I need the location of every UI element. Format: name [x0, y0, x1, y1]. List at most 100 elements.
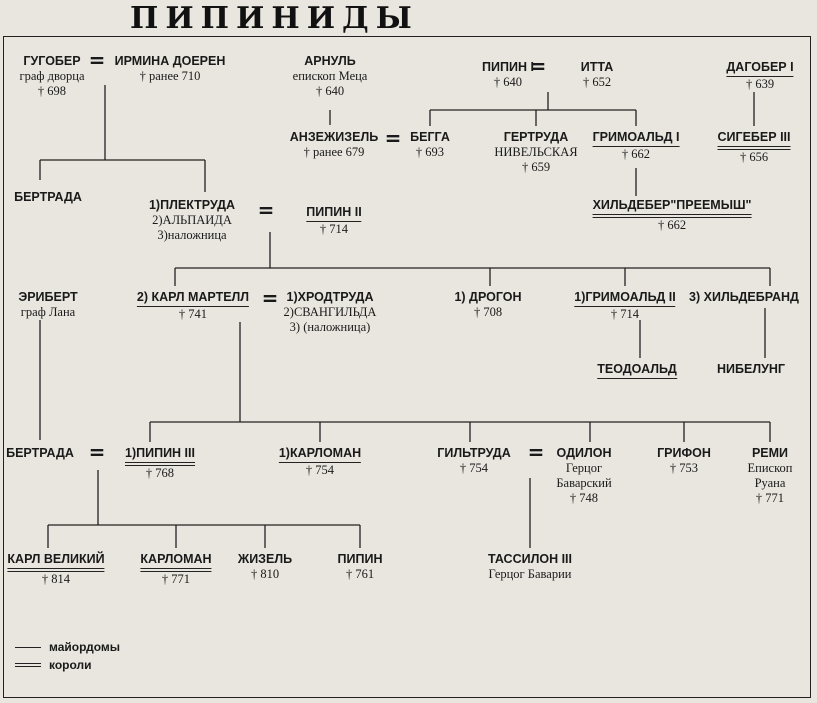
- person-detail: † 714: [319, 222, 349, 236]
- person-name: ОДИЛОН: [556, 446, 612, 460]
- person-grimoald2: 1)ГРИМОАЛЬД II † 714: [574, 290, 676, 322]
- person-detail: † 714: [610, 307, 640, 321]
- person-detail: † 640: [315, 84, 345, 98]
- person-teodoald: ТЕОДОАЛЬД: [597, 362, 677, 379]
- person-name: ПИПИН II: [306, 205, 362, 222]
- person-detail: † 652: [582, 75, 612, 89]
- marriage-sign: =: [384, 126, 402, 150]
- person-detail: 3)наложница: [157, 228, 227, 242]
- legend-double-line: [15, 663, 41, 667]
- person-pipin1: ПИПИН I † 640: [482, 60, 534, 90]
- person-sigeber3: СИГЕБЕР III † 656: [717, 130, 791, 165]
- person-name: 1)ХРОДТРУДА: [286, 290, 374, 304]
- person-remi: РЕМИ Епископ Руана † 771: [748, 446, 793, 506]
- person-bertrada2: БЕРТРАДА: [6, 446, 74, 461]
- person-detail: † 698: [37, 84, 67, 98]
- person-detail: † 662: [657, 218, 687, 232]
- person-eribert: ЭРИБЕРТ граф Лана: [18, 290, 77, 320]
- person-detail: † 708: [473, 305, 503, 319]
- person-detail: † 662: [621, 147, 651, 161]
- person-detail: † 693: [415, 145, 445, 159]
- person-detail: Епископ: [747, 461, 793, 475]
- person-name: ХИЛЬДЕБЕР"ПРЕЕМЫШ": [592, 198, 752, 218]
- person-gertruda: ГЕРТРУДА НИВЕЛЬСКАЯ † 659: [494, 130, 577, 175]
- person-name: ИРМИНА ДОЕРЕН: [114, 54, 226, 68]
- person-detail: † 814: [41, 572, 71, 586]
- person-detail: граф Лана: [20, 305, 76, 319]
- diagram-frame: [3, 36, 811, 698]
- legend-mayordomos: майордомы: [49, 640, 121, 654]
- person-name: ЭРИБЕРТ: [18, 290, 78, 304]
- person-detail: 2)СВАНГИЛЬДА: [283, 305, 377, 319]
- marriage-sign: =: [88, 440, 106, 464]
- person-name: БЕГГА: [410, 130, 450, 144]
- person-grimoald1: ГРИМОАЛЬД I † 662: [592, 130, 680, 162]
- person-name: 1)ПЛЕКТРУДА: [148, 198, 236, 212]
- person-detail: 2)АЛЬПАИДА: [152, 213, 232, 227]
- person-pipin4: ПИПИН † 761: [338, 552, 383, 582]
- person-zhizel: ЖИЗЕЛЬ † 810: [238, 552, 292, 582]
- person-giltruda: ГИЛЬТРУДА † 754: [437, 446, 510, 476]
- legend: майордомы короли: [15, 638, 120, 674]
- person-detail: Руана: [754, 476, 786, 490]
- person-detail: Герцог Баварии: [488, 567, 572, 581]
- person-detail: † 771: [755, 491, 785, 505]
- person-tassilon: ТАССИЛОН III Герцог Баварии: [488, 552, 572, 582]
- person-irmina: ИРМИНА ДОЕРЕН † ранее 710: [115, 54, 226, 84]
- person-grifon: ГРИФОН † 753: [657, 446, 711, 476]
- person-odilon: ОДИЛОН Герцог Баварский † 748: [556, 446, 611, 506]
- person-detail: 3) (наложница): [289, 320, 371, 334]
- person-detail: † 810: [250, 567, 280, 581]
- person-detail: † 768: [145, 466, 175, 480]
- person-name: ТЕОДОАЛЬД: [597, 362, 677, 379]
- person-name: КАРЛ ВЕЛИКИЙ: [7, 552, 105, 572]
- person-detail: † ранее 679: [303, 145, 365, 159]
- person-detail: † 754: [305, 463, 335, 477]
- marriage-sign: =: [257, 198, 275, 222]
- legend-single-line: [15, 646, 41, 648]
- person-name: БЕРТРАДА: [6, 446, 74, 460]
- person-name: БЕРТРАДА: [14, 190, 82, 204]
- person-name: КАРЛОМАН: [140, 552, 212, 572]
- person-karloman2: КАРЛОМАН † 771: [140, 552, 212, 587]
- person-detail: † 771: [161, 572, 191, 586]
- person-detail: НИВЕЛЬСКАЯ: [494, 145, 578, 159]
- person-name: ЖИЗЕЛЬ: [237, 552, 293, 566]
- person-name: ГРИФОН: [657, 446, 711, 460]
- person-detail: граф дворца: [19, 69, 85, 83]
- person-name: ГУГОБЕР: [23, 54, 81, 68]
- person-detail: † 659: [521, 160, 551, 174]
- person-detail: † 754: [459, 461, 489, 475]
- person-name: ГРИМОАЛЬД I: [592, 130, 680, 147]
- person-name: 1)ГРИМОАЛЬД II: [574, 290, 676, 307]
- person-detail: † 640: [493, 75, 523, 89]
- person-detail: † 748: [569, 491, 599, 505]
- person-detail: † 761: [345, 567, 375, 581]
- person-plektruda: 1)ПЛЕКТРУДА 2)АЛЬПАИДА 3)наложница: [149, 198, 235, 243]
- person-dagober1: ДАГОБЕР I † 639: [726, 60, 794, 92]
- person-name: РЕМИ: [751, 446, 789, 460]
- person-nibelung: НИБЕЛУНГ: [717, 362, 785, 377]
- person-name: 1)ПИПИН III: [125, 446, 195, 466]
- person-pipin3: 1)ПИПИН III † 768: [125, 446, 195, 481]
- person-name: АНЗЕЖИЗЕЛЬ: [289, 130, 379, 144]
- person-pipin2: ПИПИН II † 714: [306, 205, 362, 237]
- person-name: АРНУЛЬ: [304, 54, 356, 68]
- person-detail: † 753: [669, 461, 699, 475]
- marriage-sign: =: [88, 48, 106, 72]
- person-name: 1)КАРЛОМАН: [278, 446, 362, 463]
- person-name: ДАГОБЕР I: [726, 60, 794, 77]
- person-detail: † 639: [745, 77, 775, 91]
- person-detail: Баварский: [556, 476, 612, 490]
- person-detail: Герцог: [565, 461, 603, 475]
- person-hrodtruda: 1)ХРОДТРУДА 2)СВАНГИЛЬДА 3) (наложница): [284, 290, 377, 335]
- person-name: 2) КАРЛ МАРТЕЛЛ: [136, 290, 250, 307]
- diagram-title: ПИПИНИДЫ: [130, 1, 419, 36]
- person-karl: КАРЛ ВЕЛИКИЙ † 814: [7, 552, 105, 587]
- person-karlmartell: 2) КАРЛ МАРТЕЛЛ † 741: [136, 290, 250, 322]
- person-name: ТАССИЛОН III: [487, 552, 573, 566]
- marriage-sign: =: [261, 286, 279, 310]
- person-name: СИГЕБЕР III: [717, 130, 791, 150]
- person-name: ИТТА: [580, 60, 614, 74]
